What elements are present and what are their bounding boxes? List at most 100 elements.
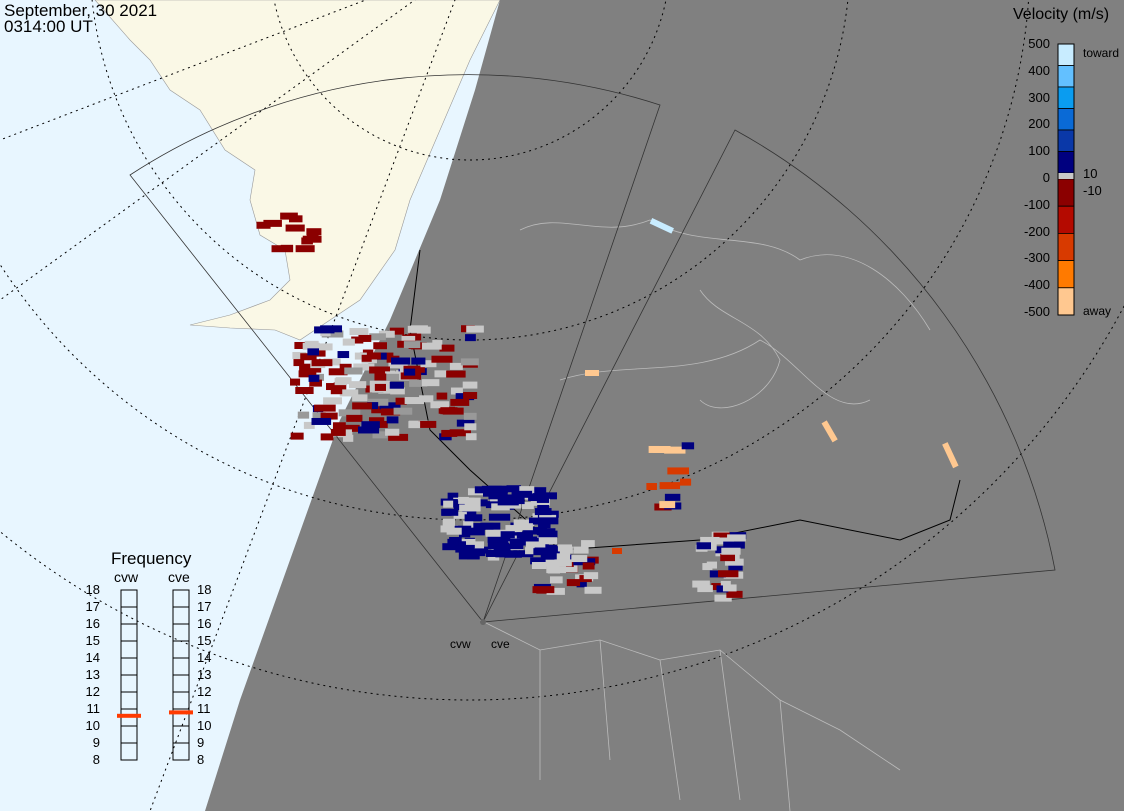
scatter-cell bbox=[511, 490, 533, 498]
time-label: 0314:00 UT bbox=[4, 17, 93, 36]
scatter-cell bbox=[513, 550, 534, 558]
scatter-cell bbox=[720, 554, 736, 562]
scatter-cell bbox=[434, 370, 447, 378]
scatter-cell bbox=[333, 382, 347, 390]
scatter-cell bbox=[557, 544, 573, 552]
scatter-cell bbox=[307, 348, 320, 356]
scatter-cell bbox=[320, 412, 338, 420]
scatter-cell bbox=[342, 338, 355, 346]
velocity-tick: 500 bbox=[1028, 36, 1050, 51]
frequency-marker-cve bbox=[169, 710, 193, 715]
scatter-cell bbox=[495, 550, 518, 558]
scatter-cell bbox=[349, 381, 367, 389]
scatter-cell bbox=[374, 373, 387, 381]
scatter-cell bbox=[505, 525, 522, 533]
scatter-cell bbox=[530, 557, 549, 565]
scatter-cell bbox=[314, 349, 326, 357]
scatter-cell bbox=[330, 387, 343, 395]
scatter-cell bbox=[380, 373, 400, 381]
scatter-cell bbox=[453, 511, 467, 519]
scatter-cell bbox=[464, 423, 477, 431]
velocity-title: Velocity (m/s) bbox=[1013, 6, 1110, 23]
scatter-cell bbox=[346, 414, 363, 422]
scatter-cell bbox=[334, 378, 347, 386]
scatter-cell bbox=[374, 383, 386, 391]
scatter-cell bbox=[538, 517, 559, 525]
scatter-cell bbox=[519, 536, 538, 544]
scatter-cell bbox=[352, 394, 368, 402]
scatter-cell bbox=[727, 534, 746, 542]
scatter-cell bbox=[400, 372, 422, 380]
colorbar-segment bbox=[1057, 205, 1075, 234]
scatter-cell bbox=[463, 412, 477, 420]
scatter-cell bbox=[290, 432, 304, 440]
frequency-tick: 14 bbox=[85, 650, 100, 665]
radar-site-marker bbox=[480, 619, 486, 625]
scatter-cell bbox=[418, 420, 437, 428]
scatter-cell bbox=[263, 219, 282, 227]
scatter-cell bbox=[385, 428, 400, 436]
scatter-cell bbox=[488, 492, 508, 500]
scatter-cell bbox=[697, 585, 713, 593]
scatter-cell bbox=[466, 325, 484, 333]
scatter-cell bbox=[519, 486, 535, 494]
scatter-cell bbox=[464, 514, 483, 522]
scatter-cell bbox=[290, 378, 301, 386]
scatter-cell bbox=[390, 387, 405, 395]
frequency-tick: 12 bbox=[197, 684, 212, 699]
scatter-cell bbox=[314, 404, 336, 412]
frequency-tick: 10 bbox=[197, 718, 212, 733]
scatter-cell bbox=[612, 548, 622, 554]
scatter-cell bbox=[531, 562, 547, 570]
scatter-cell bbox=[309, 379, 322, 387]
scatter-cell bbox=[692, 580, 710, 588]
scatter-cell bbox=[349, 328, 369, 336]
colorbar-segment bbox=[1057, 86, 1075, 109]
scatter-cell bbox=[715, 537, 734, 545]
pos-threshold: 10 bbox=[1083, 166, 1098, 181]
scatter-cell bbox=[395, 397, 407, 405]
scatter-cell bbox=[380, 408, 401, 416]
scatter-cell bbox=[709, 570, 726, 578]
scatter-cell bbox=[509, 538, 527, 546]
velocity-tick: -300 bbox=[1023, 250, 1050, 266]
scatter-cell bbox=[462, 509, 477, 517]
scatter-cell bbox=[713, 532, 734, 540]
scatter-cell bbox=[344, 424, 360, 432]
scatter-cell bbox=[532, 586, 555, 594]
scatter-cell bbox=[436, 392, 448, 400]
scatter-cell bbox=[500, 531, 515, 539]
scatter-cell bbox=[726, 590, 743, 598]
scatter-cell bbox=[442, 543, 462, 551]
colorbar-segment bbox=[1057, 129, 1075, 152]
scatter-cell bbox=[328, 368, 348, 376]
scatter-cell bbox=[463, 520, 474, 528]
scatter-cell bbox=[942, 442, 959, 469]
frequency-panel bbox=[117, 589, 193, 761]
site-label-cvw: cvw bbox=[450, 637, 471, 651]
scatter-cell bbox=[509, 542, 524, 550]
scatter-cell bbox=[367, 402, 379, 410]
scatter-cell bbox=[714, 594, 732, 602]
scatter-cell bbox=[514, 497, 525, 505]
scatter-cell bbox=[659, 501, 676, 509]
scatter-cell bbox=[728, 563, 743, 571]
frequency-tick: 12 bbox=[85, 684, 100, 699]
scatter-cell bbox=[337, 351, 350, 359]
scatter-cell bbox=[292, 351, 307, 359]
date-label: September, 30 2021 bbox=[4, 1, 158, 20]
scatter-cell bbox=[487, 553, 500, 561]
scatter-cell bbox=[696, 542, 711, 550]
velocity-tick: -100 bbox=[1023, 196, 1050, 212]
scatter-cell bbox=[449, 362, 463, 370]
scatter-cell bbox=[540, 553, 562, 561]
scatter-cell bbox=[700, 536, 720, 544]
velocity-tick: 400 bbox=[1028, 62, 1050, 78]
scatter-cell bbox=[388, 361, 408, 369]
nightside-terminator bbox=[205, 0, 1124, 811]
scatter-cell bbox=[480, 522, 501, 530]
scatter-cell bbox=[488, 485, 509, 493]
colorbar-segment bbox=[1057, 43, 1075, 66]
frequency-tick: 16 bbox=[85, 616, 100, 631]
